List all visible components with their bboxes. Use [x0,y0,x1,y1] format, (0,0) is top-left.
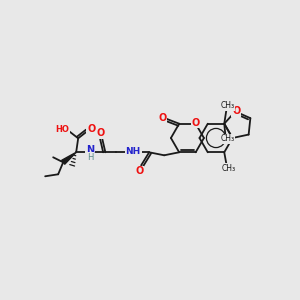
Text: O: O [135,166,143,176]
Text: CH₃: CH₃ [221,164,235,173]
Text: O: O [191,118,200,128]
Text: NH: NH [125,147,141,156]
Text: H: H [87,153,93,162]
Text: CH₃: CH₃ [220,134,234,143]
Text: O: O [96,128,104,138]
Text: N: N [86,145,94,155]
Polygon shape [61,152,76,164]
Text: O: O [158,113,166,123]
Text: HO: HO [55,125,69,134]
Text: O: O [87,124,95,134]
Text: CH₃: CH₃ [220,101,234,110]
Text: O: O [232,106,240,116]
